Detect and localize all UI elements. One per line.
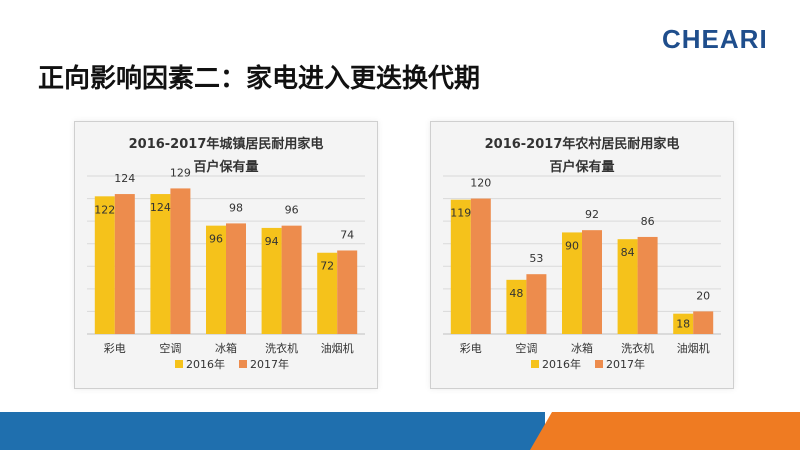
urban-chart-panel: 2016-2017年城镇居民耐用家电 百户保有量 122 124 彩电 124 129 空调 9… — [74, 121, 378, 389]
legend-swatch-2017 — [595, 360, 603, 368]
bar-2017 — [281, 225, 302, 334]
bar-2016 — [206, 225, 226, 334]
category-label: 油烟机 — [321, 341, 354, 355]
category-label: 洗衣机 — [265, 341, 298, 355]
legend-label: 2016年 — [542, 357, 581, 371]
category-label: 空调 — [159, 341, 181, 355]
legend-label: 2017年 — [606, 357, 645, 371]
bar-2017 — [693, 311, 714, 334]
data-label: 74 — [340, 228, 354, 241]
data-label: 72 — [320, 260, 334, 273]
category-label: 彩电 — [460, 342, 482, 355]
category-label: 冰箱 — [571, 341, 593, 355]
legend-swatch-2016 — [175, 360, 183, 368]
cheari-logo: CHEARI — [662, 24, 768, 55]
bar-2016 — [673, 313, 694, 334]
bar-2017 — [226, 223, 246, 334]
bar-2016 — [562, 232, 582, 334]
bar-2017 — [114, 194, 135, 334]
data-label: 53 — [529, 252, 543, 265]
data-label: 92 — [585, 208, 599, 221]
bar-2016 — [450, 199, 471, 334]
legend-swatch-2017 — [239, 360, 247, 368]
bar-2016 — [617, 239, 638, 334]
category-label: 油烟机 — [677, 341, 710, 355]
category-label: 彩电 — [104, 342, 126, 355]
data-label: 119 — [450, 207, 471, 220]
page-title: 正向影响因素二：家电进入更迭换代期 — [38, 64, 481, 94]
category-label: 洗衣机 — [621, 341, 654, 355]
bar-2016 — [261, 227, 282, 334]
data-label: 124 — [114, 172, 135, 185]
category-label: 空调 — [515, 341, 537, 355]
bar-2017 — [637, 236, 658, 334]
data-label: 84 — [621, 246, 635, 259]
data-label: 98 — [229, 201, 243, 214]
bar-2016 — [150, 194, 171, 334]
data-label: 86 — [641, 215, 655, 228]
data-label: 96 — [285, 204, 299, 217]
bar-2016 — [506, 279, 527, 334]
bar-2016 — [94, 196, 115, 334]
chart-title: 2016-2017年城镇居民耐用家电 — [129, 136, 324, 152]
chart-title: 2016-2017年农村居民耐用家电 — [485, 136, 680, 152]
data-label: 96 — [209, 233, 223, 246]
bar-2017 — [170, 188, 191, 334]
bar-2017 — [526, 274, 547, 334]
legend-label: 2016年 — [186, 357, 225, 371]
data-label: 90 — [565, 239, 579, 252]
data-label: 124 — [150, 201, 171, 214]
footer-left-band — [0, 412, 545, 450]
data-label: 120 — [470, 177, 491, 190]
footer-right-band — [530, 412, 800, 450]
data-label: 20 — [696, 289, 710, 302]
logo-text: CHEARI — [662, 24, 768, 54]
data-label: 94 — [265, 235, 279, 248]
data-label: 122 — [94, 203, 115, 216]
bar-2017 — [470, 198, 491, 334]
chart-subtitle: 百户保有量 — [193, 159, 258, 175]
data-label: 48 — [509, 287, 523, 300]
data-label: 129 — [170, 166, 191, 179]
footer-institute-name: 中国家用电器研究院 — [650, 14, 776, 27]
bar-2016 — [317, 252, 338, 334]
bar-2017 — [582, 230, 602, 334]
category-label: 冰箱 — [215, 341, 237, 355]
legend-label: 2017年 — [250, 357, 289, 371]
legend-swatch-2016 — [531, 360, 539, 368]
rural-chart-panel: 2016-2017年农村居民耐用家电 百户保有量 119 120 彩电 48 53 空调 90 9… — [430, 121, 734, 389]
page-number: 8 — [505, 12, 512, 25]
footer-org-name: 全国家用电器工业信息中心 — [36, 14, 168, 27]
footer-bar — [0, 412, 800, 450]
bar-2017 — [337, 250, 358, 334]
data-label: 18 — [676, 318, 690, 331]
chart-subtitle: 百户保有量 — [549, 159, 614, 175]
